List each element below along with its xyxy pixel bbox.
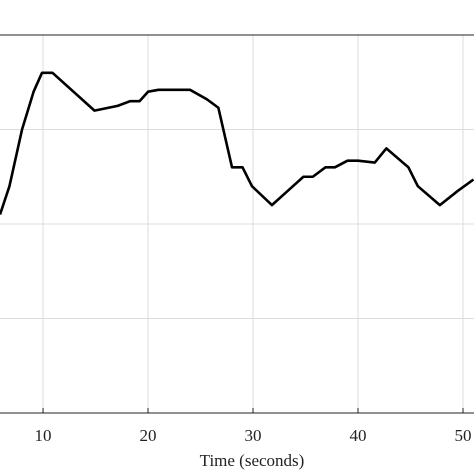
x-tick-label: 20 bbox=[140, 426, 157, 445]
x-axis-label: Time (seconds) bbox=[200, 451, 305, 470]
x-tick-label: 30 bbox=[245, 426, 262, 445]
x-tick-label: 10 bbox=[35, 426, 52, 445]
data-line bbox=[0, 71, 474, 215]
x-tick-label: 40 bbox=[349, 426, 366, 445]
x-tick-label: 50 bbox=[454, 426, 471, 445]
